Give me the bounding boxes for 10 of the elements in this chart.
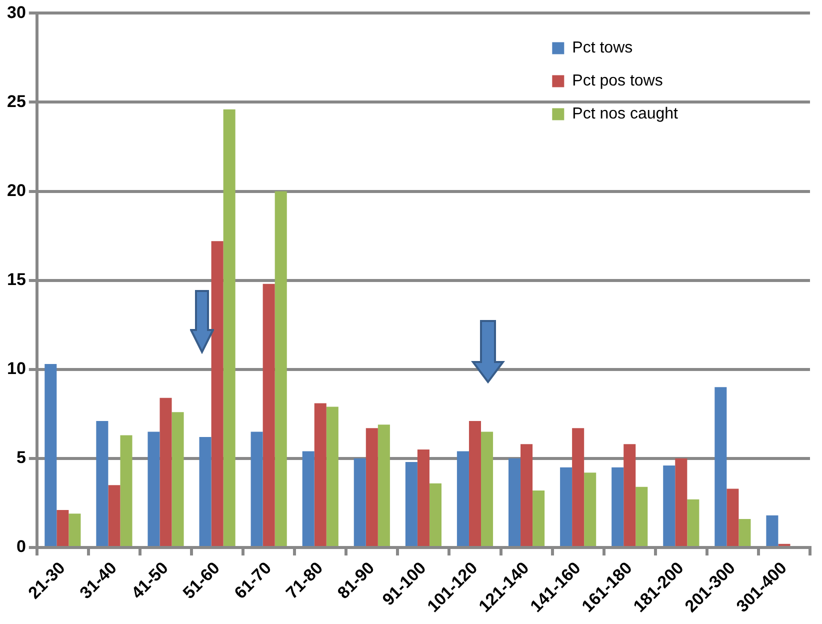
- y-tick-label: 0: [16, 537, 26, 556]
- y-tick-label: 25: [6, 92, 26, 111]
- y-tick-label: 20: [6, 180, 26, 200]
- y-tick-label: 30: [6, 2, 26, 22]
- legend-label: Pct pos tows: [572, 72, 663, 90]
- y-tick-label: 15: [6, 270, 26, 290]
- legend-label: Pct tows: [572, 40, 633, 57]
- legend-label: Pct nos caught: [572, 106, 679, 123]
- y-tick-label: 10: [6, 359, 26, 378]
- y-tick-label: 5: [16, 448, 26, 468]
